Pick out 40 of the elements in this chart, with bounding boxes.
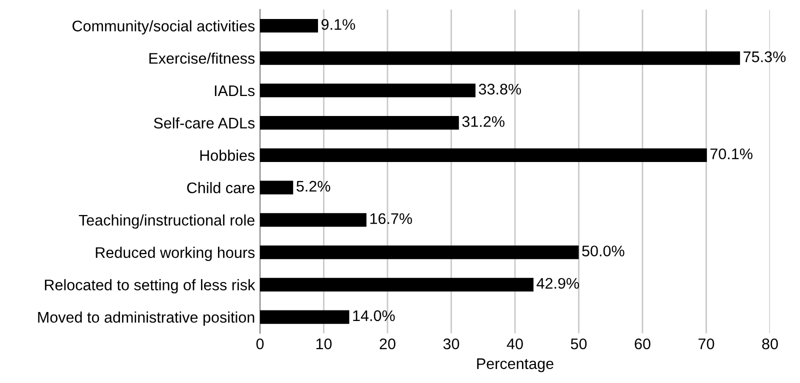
data-label: 9.1%	[322, 19, 356, 30]
bar	[260, 18, 318, 33]
data-label: 14.0%	[353, 310, 395, 322]
data-label: 33.8%	[478, 84, 522, 95]
bar	[260, 51, 740, 65]
data-label: 5.2%	[296, 180, 330, 192]
data-label: 42.9%	[536, 278, 580, 289]
data-label: 16.7%	[370, 213, 412, 224]
bar	[260, 246, 579, 260]
x-tick-label: 50	[570, 338, 587, 350]
bar	[260, 180, 294, 194]
x-tick-label: 70	[698, 338, 714, 350]
y-tick-label: Hobbies	[200, 150, 255, 161]
y-tick-label: Relocated to setting of less risk	[44, 279, 256, 294]
x-tick-label: 30	[443, 338, 460, 350]
x-tick-label: 60	[634, 338, 650, 350]
bar	[260, 278, 534, 292]
data-label: 31.2%	[462, 116, 504, 127]
y-tick-label: Moved to administrative position	[38, 311, 254, 326]
y-tick-label: Reduced working hours	[96, 246, 255, 262]
data-label: 70.1%	[710, 148, 752, 160]
data-label: 50.0%	[582, 246, 624, 256]
y-tick-label: IADLs	[214, 86, 255, 96]
y-tick-label: Child care	[187, 182, 254, 194]
y-tick-label: Community/social activities	[72, 20, 255, 34]
y-tick-label: Exercise/fitness	[149, 52, 255, 64]
y-tick-label: Self-care ADLs	[154, 117, 255, 129]
x-tick-label: 20	[380, 338, 396, 350]
bar	[260, 213, 366, 227]
x-tick-label: 80	[762, 338, 778, 350]
x-tick-label: 10	[316, 338, 332, 350]
data-label: 75.3%	[744, 51, 786, 62]
x-tick-label: 40	[506, 338, 523, 350]
x-axis-title: Percentage	[477, 358, 554, 372]
x-tick-label: 0	[256, 338, 264, 350]
bar	[260, 148, 707, 162]
bar	[260, 310, 350, 324]
y-tick-label: Teaching/instructional role	[78, 214, 254, 229]
bar	[260, 84, 476, 98]
bar	[260, 116, 459, 130]
